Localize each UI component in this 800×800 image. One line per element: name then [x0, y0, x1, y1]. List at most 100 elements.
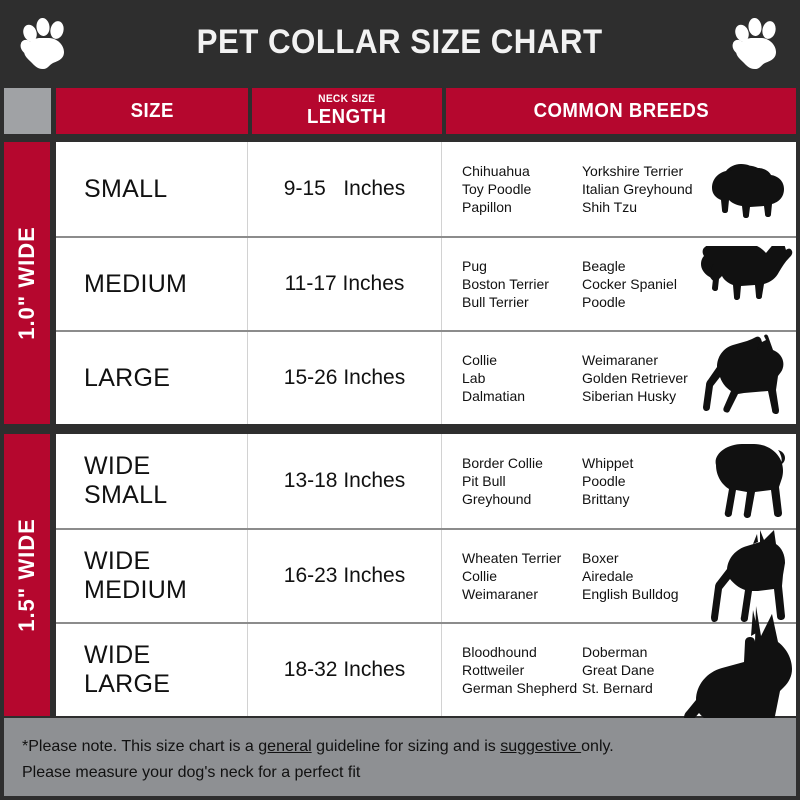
page-title: PET COLLAR SIZE CHART	[197, 22, 603, 61]
breed-item: Siberian Husky	[582, 388, 677, 404]
breed-item: Papillon	[462, 199, 512, 215]
size-label-2: LARGE	[84, 670, 171, 698]
small-fluffy-dog-silhouette	[706, 162, 788, 224]
breed-item: Wheaten Terrier	[462, 550, 562, 566]
breed-item: Pit Bull	[462, 473, 506, 489]
breed-item: Italian Greyhound	[582, 181, 693, 197]
breed-item: Weimaraner	[462, 586, 538, 602]
breed-item: Poodle	[582, 473, 626, 489]
paw-print-icon	[732, 18, 776, 69]
breed-column-2: Weimaraner Golden Retriever Siberian Hus…	[582, 351, 712, 405]
cell-size: WIDE MEDIUM	[56, 530, 248, 622]
breed-item: English Bulldog	[582, 586, 679, 602]
size-label: WIDE	[84, 547, 151, 575]
header-corner-blank	[4, 88, 51, 134]
breed-column-1: Collie Lab Dalmatian	[462, 351, 582, 405]
cell-size: LARGE	[56, 332, 248, 424]
cell-common-breeds: Chihuahua Toy Poodle Papillon Yorkshire …	[442, 142, 796, 236]
table-header-row: SIZE NECK SIZE LENGTH COMMON BREEDS	[0, 84, 800, 138]
footer-underline-general: general	[258, 738, 312, 755]
column-header-size-label: SIZE	[130, 99, 174, 122]
breed-column-1: Border Collie Pit Bull Greyhound	[462, 454, 582, 508]
breed-item: Poodle	[582, 294, 626, 310]
size-label: LARGE	[84, 363, 171, 392]
breed-item: Boxer	[582, 550, 619, 566]
table-row: WIDE MEDIUM 16-23 Inches Wheaten Terrier…	[56, 528, 796, 622]
cell-neck-length: 16-23 Inches	[248, 530, 442, 622]
footer-note: *Please note. This size chart is a gener…	[4, 718, 796, 796]
cell-common-breeds: Border Collie Pit Bull Greyhound Whippet…	[442, 434, 796, 528]
section-rail-1-0-wide: 1.0" WIDE	[4, 142, 50, 424]
breed-item: German Shepherd	[462, 680, 578, 696]
cell-size: MEDIUM	[56, 238, 248, 330]
footer-text-b: guideline for sizing and is	[311, 738, 501, 755]
breed-item: Rottweiler	[462, 662, 525, 678]
cell-neck-length: 9-15 Inches	[248, 142, 442, 236]
footer-line-1: *Please note. This size chart is a gener…	[22, 734, 796, 760]
cell-common-breeds: Collie Lab Dalmatian Weimaraner Golden R…	[442, 332, 796, 424]
cell-size: WIDE LARGE	[56, 624, 248, 716]
breed-item: Chihuahua	[462, 163, 530, 179]
breed-item: Bloodhound	[462, 644, 537, 660]
table-row: WIDE SMALL 13-18 Inches Border Collie Pi…	[56, 434, 796, 528]
breed-column-1: Pug Boston Terrier Bull Terrier	[462, 257, 582, 311]
breed-item: Dalmatian	[462, 388, 526, 404]
column-header-length-sublabel: NECK SIZE	[318, 92, 376, 105]
table-row: SMALL 9-15 Inches Chihuahua Toy Poodle P…	[56, 142, 796, 236]
cell-neck-length: 13-18 Inches	[248, 434, 442, 528]
breed-column-2: Yorkshire Terrier Italian Greyhound Shih…	[582, 162, 712, 216]
paw-print-icon	[20, 18, 64, 69]
breed-item: Greyhound	[462, 491, 532, 507]
breed-column-2: Boxer Airedale English Bulldog	[582, 549, 712, 603]
breed-item: Collie	[462, 568, 498, 584]
column-header-length-label: LENGTH	[307, 105, 387, 128]
footer-underline-suggestive: suggestive	[500, 738, 582, 755]
breed-item: Yorkshire Terrier	[582, 163, 684, 179]
breed-item: Lab	[462, 370, 486, 386]
section-rail-label: 1.0" WIDE	[14, 226, 40, 340]
size-label: WIDE	[84, 452, 151, 480]
size-label-2: SMALL	[84, 481, 168, 509]
breed-column-2: Whippet Poodle Brittany	[582, 454, 712, 508]
breed-item: Border Collie	[462, 455, 543, 471]
footer-text-a: *Please note. This size chart is a	[22, 738, 259, 755]
table-row: MEDIUM 11-17 Inches Pug Boston Terrier B…	[56, 236, 796, 330]
breed-column-2: Doberman Great Dane St. Bernard	[582, 643, 712, 697]
cell-size: SMALL	[56, 142, 248, 236]
size-label: WIDE	[84, 641, 151, 669]
breed-item: Doberman	[582, 644, 648, 660]
section-rail-1-5-wide: 1.5" WIDE	[4, 434, 50, 716]
breed-item: Great Dane	[582, 662, 655, 678]
breed-item: Shih Tzu	[582, 199, 637, 215]
breed-item: Toy Poodle	[462, 181, 532, 197]
breed-item: St. Bernard	[582, 680, 653, 696]
breed-item: Whippet	[582, 455, 634, 471]
footer-text-c: only.	[581, 738, 614, 755]
breed-item: Bull Terrier	[462, 294, 529, 310]
size-label-2: MEDIUM	[84, 576, 188, 604]
breed-item: Boston Terrier	[462, 276, 549, 292]
chart-header: PET COLLAR SIZE CHART	[0, 0, 800, 84]
breed-item: Golden Retriever	[582, 370, 688, 386]
column-header-breeds-label: COMMON BREEDS	[533, 99, 709, 122]
breed-item: Beagle	[582, 258, 626, 274]
breed-item: Cocker Spaniel	[582, 276, 677, 292]
column-header-length: NECK SIZE LENGTH	[252, 88, 442, 134]
breed-item: Collie	[462, 352, 498, 368]
cell-common-breeds: Bloodhound Rottweiler German Shepherd Do…	[442, 624, 796, 716]
column-header-breeds: COMMON BREEDS	[446, 88, 796, 134]
cell-common-breeds: Wheaten Terrier Collie Weimaraner Boxer …	[442, 530, 796, 622]
breed-column-1: Bloodhound Rottweiler German Shepherd	[462, 643, 582, 697]
cell-neck-length: 18-32 Inches	[248, 624, 442, 716]
cell-size: WIDE SMALL	[56, 434, 248, 528]
breed-column-1: Wheaten Terrier Collie Weimaraner	[462, 549, 582, 603]
size-label: SMALL	[84, 174, 168, 203]
breed-item: Weimaraner	[582, 352, 658, 368]
cell-common-breeds: Pug Boston Terrier Bull Terrier Beagle C…	[442, 238, 796, 330]
table-row: WIDE LARGE 18-32 Inches Bloodhound Rottw…	[56, 622, 796, 716]
section-body-1-5-wide: WIDE SMALL 13-18 Inches Border Collie Pi…	[56, 434, 796, 716]
footer-line-2: Please measure your dog's neck for a per…	[22, 764, 361, 781]
breed-column-2: Beagle Cocker Spaniel Poodle	[582, 257, 712, 311]
size-label: MEDIUM	[84, 269, 188, 298]
breed-item: Brittany	[582, 491, 630, 507]
